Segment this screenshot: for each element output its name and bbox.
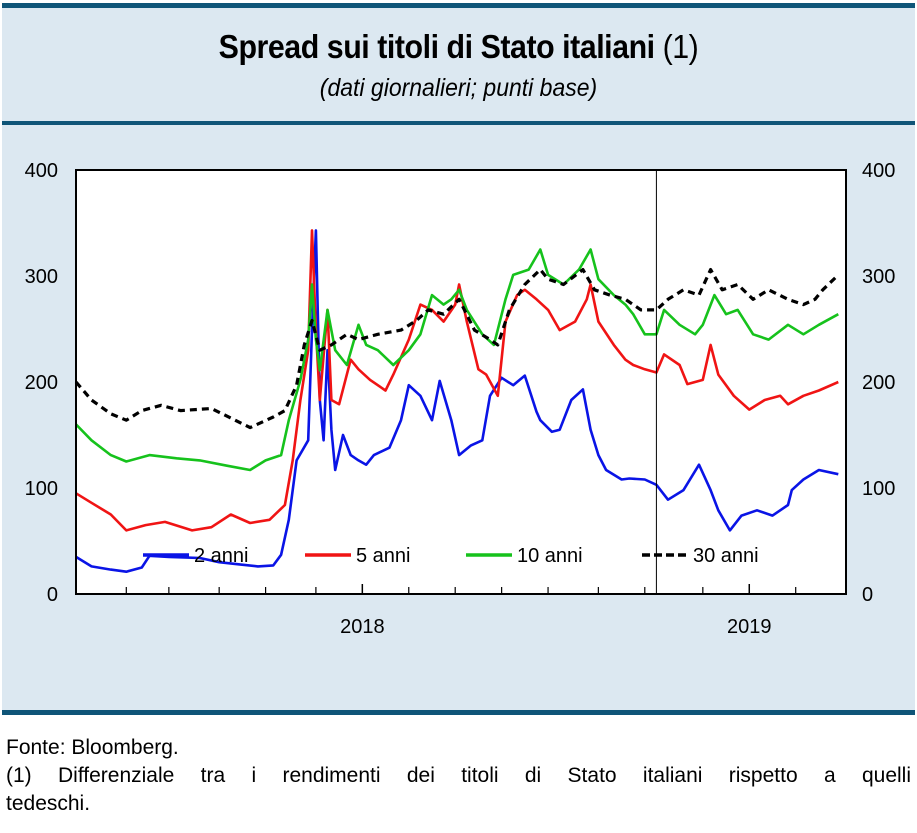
top-rule [2, 3, 915, 8]
footnote-line-1: (1) Differenziale tra i rendimenti dei t… [6, 764, 911, 787]
chart-title-text: Spread sui titoli di Stato italiani [218, 28, 655, 65]
chart-title: Spread sui titoli di Stato italiani (1) [37, 28, 881, 66]
bottom-rule [2, 710, 915, 715]
legend-label: 5 anni [356, 545, 411, 567]
y-tick-label-left: 0 [47, 584, 58, 606]
y-tick-label-left: 200 [25, 372, 58, 394]
x-tick-label: 2019 [727, 616, 772, 638]
y-tick-label-right: 100 [862, 478, 895, 500]
y-tick-label-left: 100 [25, 478, 58, 500]
legend-label: 10 anni [517, 545, 583, 567]
series-line-10-anni [75, 248, 839, 472]
title-rule [2, 121, 915, 125]
footnote-line-2: tedeschi. [6, 792, 91, 815]
y-tick-label-right: 200 [862, 372, 895, 394]
series-line-30-anni [74, 268, 840, 430]
plot-frame [75, 169, 847, 595]
ticks-layer [125, 584, 797, 594]
chart-subtitle: (dati giornalieri; punti base) [319, 74, 598, 102]
plot-area [76, 170, 846, 594]
source-note: Fonte: Bloomberg. [6, 736, 179, 759]
y-tick-label-right: 0 [862, 584, 873, 606]
line-chart: 0 0 100 100 200 200 300 300 400 400 2018 2019 2 ann… [25, 160, 896, 638]
y-tick-label-left: 400 [25, 160, 58, 182]
labels-layer: 0 0 100 100 200 200 300 300 400 400 2018 2019 [25, 160, 896, 638]
series-line-2-anni [75, 229, 839, 574]
y-tick-label-right: 400 [862, 160, 895, 182]
series-line-5-anni [75, 229, 839, 532]
legend-label: 2 anni [194, 545, 249, 567]
y-tick-label-right: 300 [862, 266, 895, 288]
chart-title-note: (1) [662, 28, 699, 65]
legend-label: 30 anni [693, 545, 759, 567]
series-layer [74, 229, 840, 574]
y-tick-label-left: 300 [25, 266, 58, 288]
x-tick-label: 2018 [340, 616, 385, 638]
legend: 2 anni 5 anni 10 anni 30 anni [143, 545, 759, 567]
